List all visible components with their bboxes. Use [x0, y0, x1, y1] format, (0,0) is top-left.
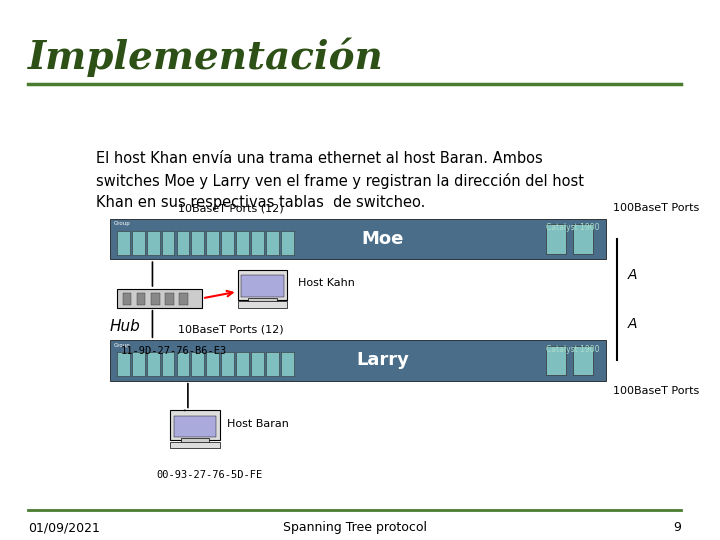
Bar [117, 289, 202, 308]
Text: Hub: Hub [110, 319, 140, 334]
Bar [170, 442, 220, 448]
Bar [207, 352, 219, 376]
Bar [251, 352, 264, 376]
Bar [251, 231, 264, 255]
Bar [192, 231, 204, 255]
Bar [546, 224, 566, 254]
Bar [151, 293, 160, 305]
Text: Spanning Tree protocol: Spanning Tree protocol [282, 521, 426, 534]
FancyBboxPatch shape [110, 340, 606, 381]
Text: Implementación: Implementación [28, 38, 384, 77]
Bar [221, 231, 234, 255]
Bar [122, 293, 131, 305]
Bar [132, 231, 145, 255]
Text: 9: 9 [673, 521, 680, 534]
Bar [147, 231, 160, 255]
Bar [132, 352, 145, 376]
Bar [238, 301, 287, 308]
Text: 10BaseT Ports (12): 10BaseT Ports (12) [178, 325, 283, 335]
FancyBboxPatch shape [110, 219, 606, 259]
Bar [147, 352, 160, 376]
Text: El host Khan envía una trama ethernet al host Baran. Ambos
switches Moe y Larry : El host Khan envía una trama ethernet al… [96, 151, 584, 210]
Text: A: A [628, 268, 637, 282]
Bar [117, 352, 130, 376]
Bar [236, 231, 249, 255]
Bar [179, 293, 188, 305]
Bar [165, 293, 174, 305]
Text: Larry: Larry [356, 352, 410, 369]
Text: Group: Group [114, 221, 130, 226]
Text: A: A [628, 317, 637, 331]
Bar [207, 231, 219, 255]
Bar [281, 231, 294, 255]
Text: 100BaseT Ports: 100BaseT Ports [613, 203, 700, 213]
Bar [221, 352, 234, 376]
Text: Catalyst 1900: Catalyst 1900 [546, 345, 599, 354]
Text: 11-9D-27-76-B6-E3: 11-9D-27-76-B6-E3 [120, 346, 227, 356]
Text: 00-93-27-76-5D-FE: 00-93-27-76-5D-FE [156, 470, 262, 480]
Bar [546, 346, 566, 375]
Bar [266, 352, 279, 376]
Text: Group: Group [114, 343, 130, 348]
Text: 01/09/2021: 01/09/2021 [28, 521, 100, 534]
Text: 100BaseT Ports: 100BaseT Ports [613, 386, 700, 396]
Text: Host Baran: Host Baran [227, 419, 289, 429]
Bar [181, 438, 210, 444]
Bar [573, 224, 593, 254]
Bar [573, 346, 593, 375]
Bar [266, 231, 279, 255]
Bar [162, 352, 174, 376]
Bar [236, 352, 249, 376]
Text: Host Kahn: Host Kahn [298, 279, 355, 288]
Bar [117, 231, 130, 255]
Bar [174, 416, 216, 437]
Bar [162, 231, 174, 255]
Text: Moe: Moe [361, 230, 404, 248]
Bar [241, 275, 284, 297]
Text: 10BaseT Ports (12): 10BaseT Ports (12) [178, 203, 283, 213]
Bar [176, 231, 189, 255]
Bar [248, 298, 276, 303]
Bar [170, 410, 220, 440]
Text: Catalyst 1900: Catalyst 1900 [546, 223, 599, 232]
Bar [281, 352, 294, 376]
Bar [137, 293, 145, 305]
Bar [238, 270, 287, 300]
Bar [192, 352, 204, 376]
Bar [176, 352, 189, 376]
